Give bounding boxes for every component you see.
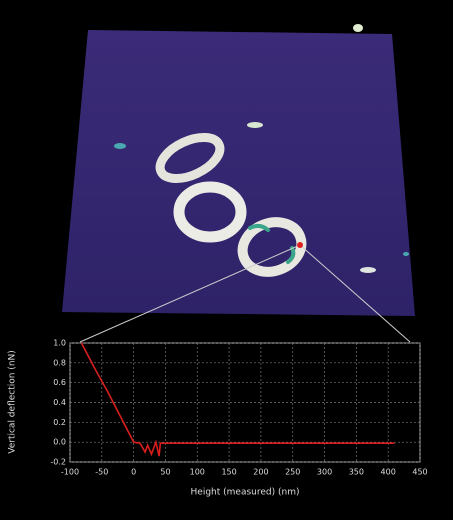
x-tick-label: -100	[61, 468, 79, 477]
callout-line	[79, 244, 301, 343]
y-tick-label: 0.4	[53, 398, 66, 407]
x-tick-label: 300	[317, 468, 332, 477]
probe-point	[297, 242, 303, 248]
y-tick-label: 0.8	[53, 358, 66, 367]
ring	[237, 217, 307, 277]
particle	[360, 267, 376, 273]
x-tick-label: 50	[160, 468, 170, 477]
y-tick-label: -0.2	[50, 458, 66, 467]
callout-line	[299, 244, 411, 343]
x-tick-label: 200	[253, 468, 268, 477]
x-tick-label: 450	[412, 468, 427, 477]
x-tick-label: 350	[349, 468, 364, 477]
y-tick-label: 0.0	[53, 438, 66, 447]
particle	[114, 143, 126, 149]
afm-rings	[155, 132, 307, 277]
x-axis-title: Height (measured) (nm)	[191, 488, 300, 498]
x-tick-label: -50	[95, 468, 108, 477]
y-tick-label: 0.6	[53, 378, 66, 387]
afm-particles	[114, 24, 409, 273]
particle	[247, 122, 263, 128]
x-tick-label: 150	[221, 468, 236, 477]
afm-surface	[62, 30, 415, 316]
y-tick-label: 1.0	[53, 339, 66, 348]
y-axis-title: Vertical deflection (nN)	[8, 350, 18, 454]
x-tick-label: 100	[190, 468, 205, 477]
particle	[353, 24, 363, 32]
data-line	[80, 342, 395, 457]
ring	[155, 132, 225, 184]
x-tick-label: 0	[131, 468, 136, 477]
ring-detail	[248, 223, 270, 232]
ring	[173, 181, 247, 243]
x-tick-label: 400	[381, 468, 396, 477]
ring-detail	[286, 246, 296, 264]
particle	[403, 252, 409, 256]
x-tick-label: 250	[285, 468, 300, 477]
y-tick-label: 0.2	[53, 418, 66, 427]
